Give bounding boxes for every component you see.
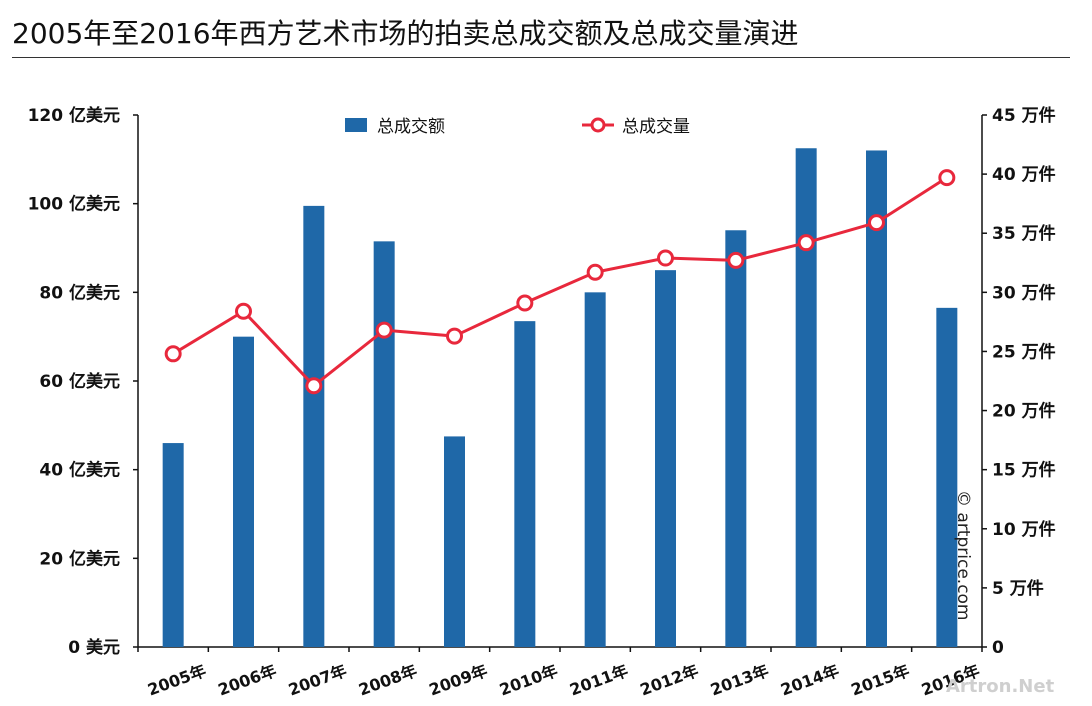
left-tick-label: 60 亿美元 [39,371,120,392]
legend-line-marker [590,117,606,133]
right-tick-label: 40 万件 [992,164,1056,185]
line-point-2014年 [797,234,815,252]
line-point-2012年 [657,249,674,267]
line-point-2010年 [516,294,534,312]
x-axis: 2005年 2006年 2007年 2008年 2009年 2010年 2011年 2012年… [137,646,983,700]
x-tick-label: 2009年 [426,661,489,700]
line-series [164,169,956,395]
bar-2009年 [444,436,465,647]
left-tick-label: 40 亿美元 [39,460,120,481]
line-path [172,176,948,388]
line-point-2015年 [868,214,885,232]
left-tick-label: 120 亿美元 [28,105,120,126]
x-tick-label: 2014年 [778,661,841,700]
bar-2011年 [584,292,606,647]
right-tick-label: 0 [992,638,1004,658]
bar-2010年 [514,321,536,647]
line-point-2011年 [586,263,604,281]
left-tick-label: 20 亿美元 [39,548,120,569]
line-point-2007年 [305,377,323,395]
chart-title: 2005年至2016年西方艺术市场的拍卖总成交额及总成交量演进 [12,17,799,50]
x-tick-label: 2007年 [286,661,349,700]
legend-bar-swatch [345,118,367,132]
copyright-text: © artprice.com [953,490,973,621]
right-tick-label: 10 万件 [992,519,1056,540]
x-tick-label: 2010年 [497,661,560,700]
bar-2005年 [162,443,184,647]
x-tick-label: 2008年 [356,661,419,700]
legend: 总成交额 总成交量 [345,117,690,137]
line-point-2008年 [375,321,393,339]
bar-2014年 [795,148,817,647]
line-point-2005年 [164,345,182,363]
right-tick-label: 20 万件 [992,401,1056,422]
right-tick-label: 35 万件 [992,223,1056,244]
right-tick-label: 5 万件 [992,578,1044,599]
line-point-2016年 [938,169,956,187]
watermark: Artron.Net [946,676,1055,697]
left-axis: 0 美元 20 亿美元 40 亿美元 60 亿美元 80 亿美元 100 亿美元 120 亿… [28,105,139,658]
right-axis: 0 5 万件 10 万件 15 万件 20 万件 25 万件 30 万件 35 万件 40 万件… [981,105,1056,658]
left-tick-label: 100 亿美元 [28,194,120,215]
bar-2007年 [303,205,325,647]
left-tick-label: 80 亿美元 [39,282,120,303]
legend-line-label: 总成交量 [622,117,690,137]
line-point-2009年 [446,327,463,345]
right-tick-label: 45 万件 [992,105,1056,126]
x-tick-label: 2006年 [215,661,278,700]
line-point-2006年 [235,302,252,320]
x-tick-label: 2011年 [567,661,630,700]
right-tick-label: 15 万件 [992,460,1056,481]
x-tick-label: 2015年 [848,661,911,700]
x-tick-label: 2012年 [637,661,700,700]
x-tick-label: 2013年 [708,661,771,700]
bar-2016年 [936,307,958,647]
left-tick-label: 0 美元 [68,637,120,658]
bar-2013年 [725,230,747,647]
right-tick-label: 30 万件 [992,282,1056,303]
bar-series [162,148,958,647]
line-point-2013年 [727,251,745,269]
right-tick-label: 25 万件 [992,341,1056,362]
bar-2006年 [233,336,254,647]
legend-bar-label: 总成交额 [377,117,445,137]
title-divider [12,57,1070,58]
bar-2008年 [373,241,395,647]
bar-2015年 [866,150,887,647]
x-tick-label: 2005年 [145,661,208,700]
bar-2012年 [655,270,676,647]
